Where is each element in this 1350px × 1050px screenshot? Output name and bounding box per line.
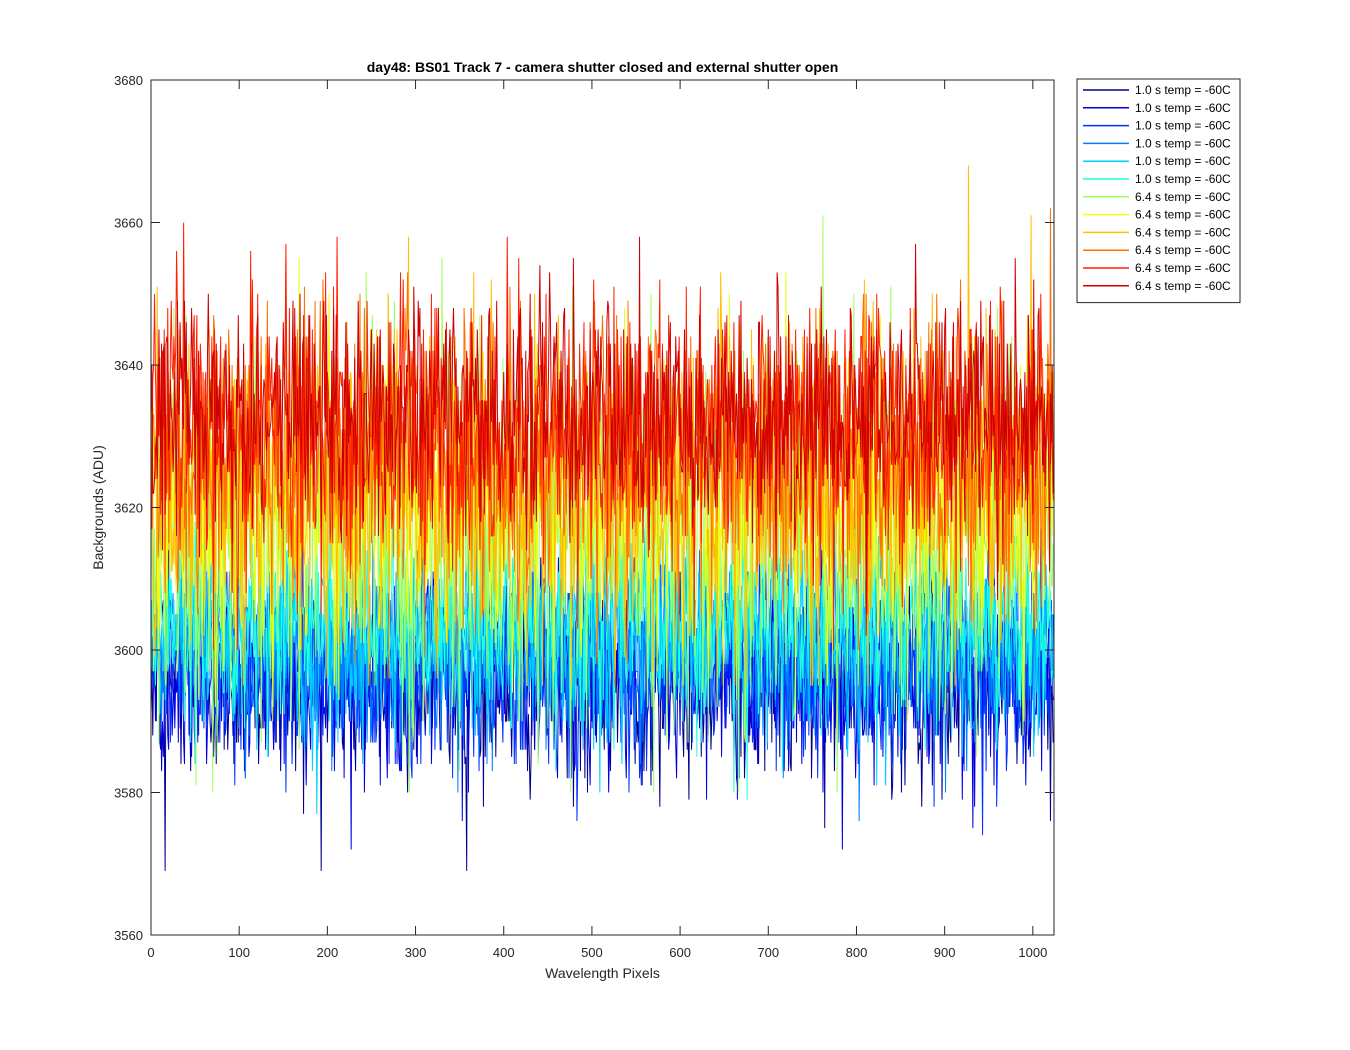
legend-entry-label: 6.4 s temp = -60C <box>1135 261 1231 275</box>
legend-entry-label: 6.4 s temp = -60C <box>1135 208 1231 222</box>
legend-entry-label: 6.4 s temp = -60C <box>1135 225 1231 239</box>
legend-entry-label: 1.0 s temp = -60C <box>1135 154 1231 168</box>
x-axis: 0 100 200 300 400 500 600 700 800 900 1000 <box>147 80 1047 960</box>
x-tick-label: 300 <box>405 945 427 960</box>
x-tick-label: 800 <box>846 945 868 960</box>
legend-entry-label: 1.0 s temp = -60C <box>1135 172 1231 186</box>
x-tick-label: 100 <box>228 945 250 960</box>
y-tick-label: 3560 <box>114 928 143 943</box>
legend-entry-label: 1.0 s temp = -60C <box>1135 83 1231 97</box>
series-line-12 <box>151 236 1054 636</box>
series-layer <box>151 165 1054 871</box>
legend-entry-label: 1.0 s temp = -60C <box>1135 119 1231 133</box>
y-tick-label: 3620 <box>114 501 143 516</box>
x-tick-label: 700 <box>757 945 779 960</box>
x-tick-label: 900 <box>934 945 956 960</box>
y-axis: 3560 3580 3600 3620 3640 3660 3680 <box>114 73 1054 943</box>
legend: 1.0 s temp = -60C 1.0 s temp = -60C 1.0 s … <box>1076 78 1241 304</box>
x-tick-label: 0 <box>147 945 154 960</box>
x-tick-label: 1000 <box>1018 945 1047 960</box>
x-tick-label: 600 <box>669 945 691 960</box>
legend-entry-label: 6.4 s temp = -60C <box>1135 190 1231 204</box>
x-axis-label: Wavelength Pixels <box>545 965 660 981</box>
legend-box <box>1076 78 1241 304</box>
x-tick-label: 500 <box>581 945 603 960</box>
y-tick-label: 3580 <box>114 786 143 801</box>
x-tick-label: 400 <box>493 945 515 960</box>
legend-entry-label: 6.4 s temp = -60C <box>1135 243 1231 257</box>
y-tick-label: 3600 <box>114 643 143 658</box>
y-tick-label: 3640 <box>114 358 143 373</box>
legend-entry-label: 6.4 s temp = -60C <box>1135 279 1231 293</box>
y-tick-label: 3660 <box>114 216 143 231</box>
x-tick-label: 200 <box>317 945 339 960</box>
legend-entry-label: 1.0 s temp = -60C <box>1135 136 1231 150</box>
y-axis-label: Backgrounds (ADU) <box>90 445 106 570</box>
y-tick-label: 3680 <box>114 73 143 88</box>
chart-title: day48: BS01 Track 7 - camera shutter clo… <box>367 59 839 75</box>
legend-entry-label: 1.0 s temp = -60C <box>1135 101 1231 115</box>
